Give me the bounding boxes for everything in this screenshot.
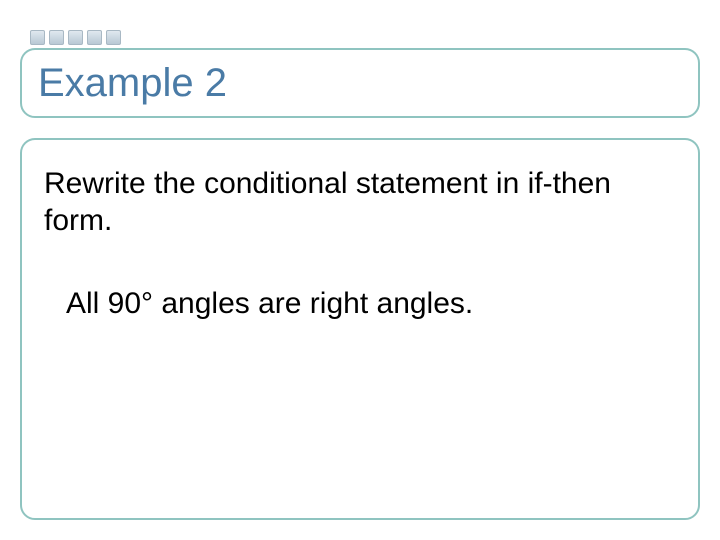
title-bar: Example 2 [20, 48, 700, 118]
square-icon [49, 30, 64, 45]
square-icon [30, 30, 45, 45]
square-icon [87, 30, 102, 45]
slide: Example 2 Rewrite the conditional statem… [0, 0, 720, 540]
content-box: Rewrite the conditional statement in if-… [20, 138, 700, 520]
page-title: Example 2 [38, 61, 227, 106]
square-icon [68, 30, 83, 45]
statement-text: All 90° angles are right angles. [44, 287, 676, 321]
decorative-squares [30, 30, 121, 45]
square-icon [106, 30, 121, 45]
instruction-text: Rewrite the conditional statement in if-… [44, 166, 676, 239]
